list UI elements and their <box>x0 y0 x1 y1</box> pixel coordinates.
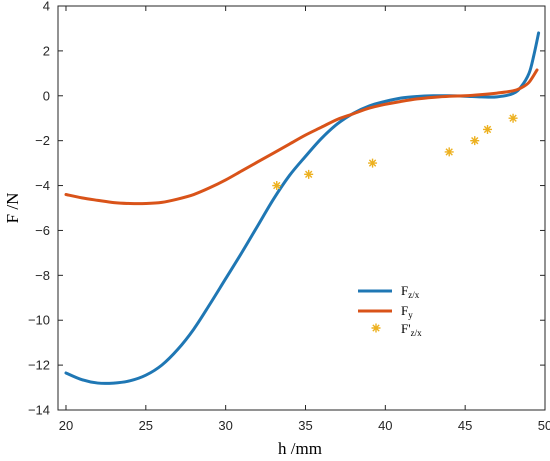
y-tick-label: −10 <box>28 313 50 328</box>
y-tick-label: −12 <box>28 358 50 373</box>
y-tick-label: 2 <box>43 43 50 58</box>
data-point-marker <box>483 124 493 134</box>
y-tick-label: −8 <box>35 268 50 283</box>
y-axis-label: F /N <box>3 193 22 224</box>
series-line-0 <box>64 31 541 385</box>
x-tick-label: 45 <box>458 418 472 433</box>
legend-swatch-fprime-zx <box>371 323 381 333</box>
x-tick-label: 50 <box>538 418 550 433</box>
x-tick-label: 40 <box>378 418 392 433</box>
data-point-marker <box>368 158 378 168</box>
x-axis-label: h /mm <box>278 439 322 458</box>
y-tick-label: −6 <box>35 223 50 238</box>
series-layer <box>64 31 541 385</box>
x-tick-label: 35 <box>298 418 312 433</box>
x-tick-label: 25 <box>139 418 153 433</box>
y-tick-label: −2 <box>35 133 50 148</box>
data-point-marker <box>508 113 518 123</box>
y-tick-label: −14 <box>28 403 50 418</box>
data-point-marker <box>444 147 454 157</box>
x-tick-label: 30 <box>218 418 232 433</box>
y-axis: 4 2 0 −2 −4 −6 −8 −10 −12 −14 <box>28 0 545 418</box>
y-tick-label: 0 <box>43 88 50 103</box>
x-axis: 20 25 30 35 40 45 50 <box>59 6 550 433</box>
legend-label-fzx: Fz/x <box>401 283 420 300</box>
series-line-1 <box>64 68 539 206</box>
plot-area <box>57 5 546 411</box>
y-tick-label: −4 <box>35 178 50 193</box>
legend-label-fy: Fy <box>401 303 413 320</box>
legend: Fz/x Fy F'z/x <box>358 283 422 338</box>
legend-star-marker <box>371 323 381 333</box>
data-point-marker <box>272 181 282 191</box>
data-point-marker <box>470 136 480 146</box>
x-tick-label: 20 <box>59 418 73 433</box>
data-point-marker <box>304 169 314 179</box>
legend-label-fprime-zx: F'z/x <box>401 321 422 338</box>
y-tick-label: 4 <box>43 0 50 14</box>
